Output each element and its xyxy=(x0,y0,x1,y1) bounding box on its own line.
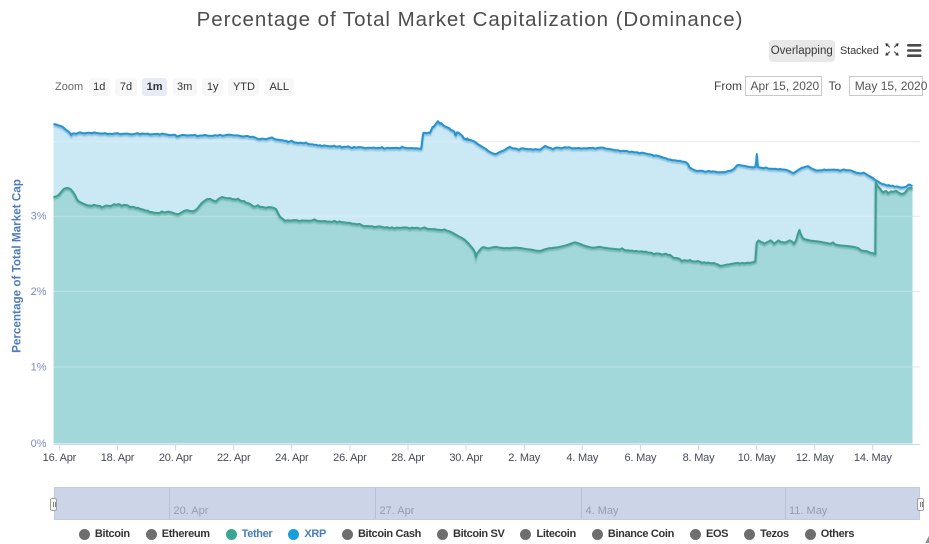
svg-text:22. Apr: 22. Apr xyxy=(217,452,251,464)
svg-text:12. May: 12. May xyxy=(796,452,834,464)
svg-text:10. May: 10. May xyxy=(738,452,776,464)
svg-text:1%: 1% xyxy=(31,362,47,374)
svg-text:2%: 2% xyxy=(31,286,47,298)
svg-text:3%: 3% xyxy=(31,211,47,223)
svg-text:24. Apr: 24. Apr xyxy=(275,452,309,464)
svg-text:20. Apr: 20. Apr xyxy=(159,452,193,464)
svg-text:28. Apr: 28. Apr xyxy=(391,452,425,464)
svg-text:6. May: 6. May xyxy=(624,452,657,464)
svg-text:4. May: 4. May xyxy=(566,452,599,464)
svg-text:2. May: 2. May xyxy=(508,452,541,464)
svg-text:18. Apr: 18. Apr xyxy=(101,452,135,464)
svg-text:30. Apr: 30. Apr xyxy=(449,452,483,464)
svg-text:Percentage of Total Market Cap: Percentage of Total Market Cap xyxy=(11,179,24,353)
svg-text:8. May: 8. May xyxy=(683,452,716,464)
svg-text:14. May: 14. May xyxy=(854,452,892,464)
svg-text:26. Apr: 26. Apr xyxy=(333,452,367,464)
svg-text:0%: 0% xyxy=(31,438,47,450)
svg-text:16. Apr: 16. Apr xyxy=(43,452,77,464)
